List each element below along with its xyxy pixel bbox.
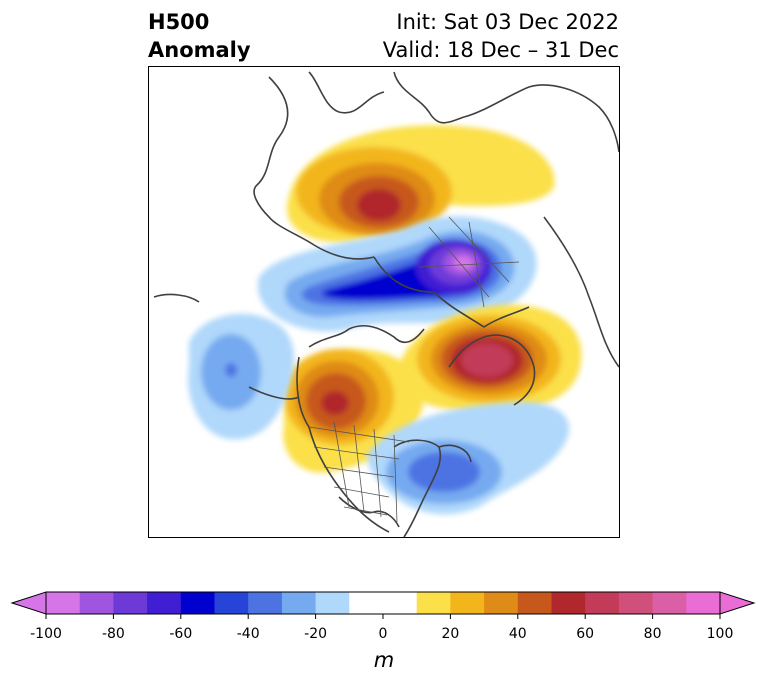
colorbar-segment [383, 592, 418, 614]
colorbar [10, 591, 756, 619]
init-time: Init: Sat 03 Dec 2022 [396, 10, 619, 34]
negative-anomaly-eastern-us [367, 402, 569, 515]
colorbar-segment [551, 592, 586, 614]
colorbar-segment [214, 592, 249, 614]
negative-anomaly-pacific [188, 313, 294, 440]
colorbar-segment [450, 592, 485, 614]
colorbar-units-label: m [373, 648, 395, 672]
chart-title-left: H500 Anomaly [148, 8, 251, 64]
coastlines [153, 71, 619, 537]
colorbar-tick-label: 40 [508, 626, 527, 642]
colorbar-segment [349, 592, 384, 614]
title-variable: H500 [148, 10, 210, 34]
colorbar-tick-label: 80 [643, 626, 662, 642]
colorbar-segment [517, 592, 552, 614]
colorbar-segment [46, 592, 81, 614]
colorbar-tick-label: -80 [101, 626, 125, 642]
political-borders [308, 216, 520, 523]
colorbar-segment [652, 592, 687, 614]
colorbar-segment [248, 592, 283, 614]
colorbar-segment [585, 592, 620, 614]
colorbar-tick-label: -40 [236, 626, 260, 642]
colorbar-left-extension [10, 591, 47, 615]
colorbar-segment [281, 592, 317, 614]
colorbar-segment [180, 592, 215, 614]
title-field: Anomaly [148, 38, 251, 62]
colorbar-segments [46, 592, 721, 614]
colorbar-tick-label: -60 [169, 626, 193, 642]
negative-anomaly-arctic [257, 216, 537, 332]
positive-anomaly-europe [287, 125, 555, 243]
colorbar-segment [484, 592, 519, 614]
anomaly-map [148, 66, 620, 538]
colorbar-tick-label: 20 [441, 626, 460, 642]
colorbar-segment [315, 592, 350, 614]
chart-title-right: Init: Sat 03 Dec 2022 Valid: 18 Dec – 31… [383, 8, 619, 64]
colorbar-segment [416, 592, 451, 614]
colorbar-segment [113, 592, 148, 614]
colorbar-segment [79, 592, 114, 614]
colorbar-tick-label: -20 [304, 626, 328, 642]
colorbar-tick-label: -100 [30, 626, 62, 642]
valid-period: Valid: 18 Dec – 31 Dec [382, 38, 619, 62]
map-svg [153, 71, 619, 537]
colorbar-segment [686, 592, 721, 614]
colorbar-right-extension [719, 591, 756, 615]
colorbar-segment [618, 592, 654, 614]
colorbar-tick-label: 100 [706, 626, 734, 642]
colorbar-tick-label: 60 [576, 626, 595, 642]
colorbar-tick-label: 0 [378, 626, 388, 642]
positive-anomaly-atlantic [398, 304, 582, 412]
colorbar-segment [147, 592, 182, 614]
colorbar-ticks [45, 614, 721, 619]
